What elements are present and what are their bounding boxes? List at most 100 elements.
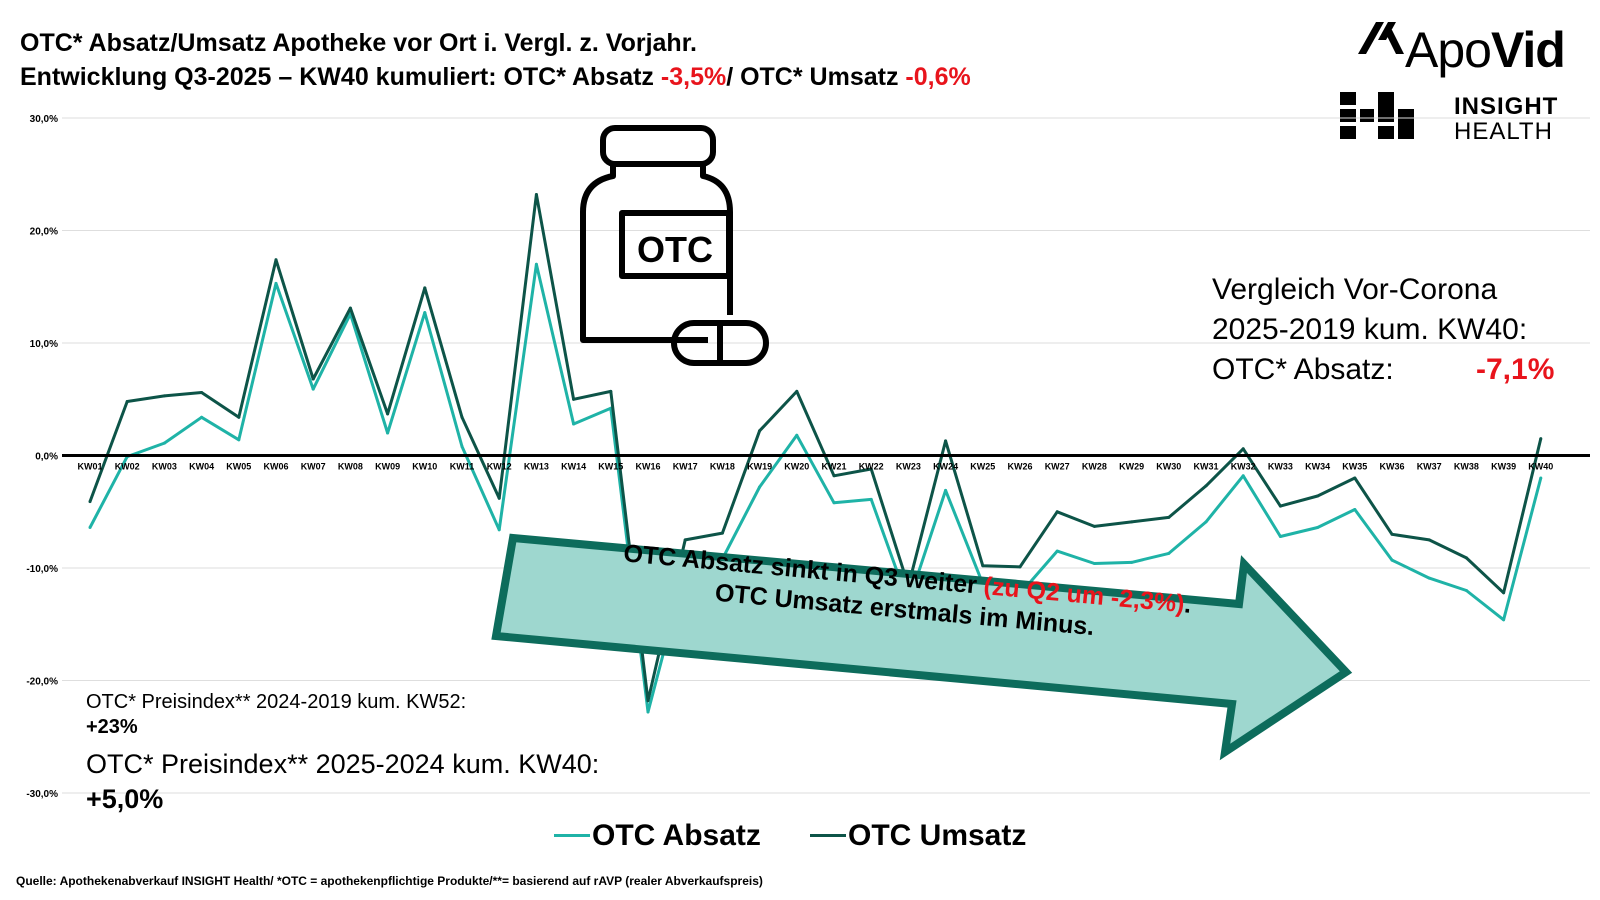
x-tick-label: KW04 [189,462,214,472]
data-point [832,474,836,478]
x-tick-label: KW24 [933,462,958,472]
x-tick-label: KW17 [673,462,698,472]
title-line-2: Entwicklung Q3-2025 – KW40 kumuliert: OT… [20,60,971,94]
x-tick-label: KW32 [1231,462,1256,472]
data-point [1502,591,1506,595]
data-point [348,306,352,310]
x-tick-label: KW21 [821,462,846,472]
x-tick-label: KW05 [226,462,251,472]
data-point [795,433,799,437]
data-point [162,394,166,398]
data-point [869,497,873,501]
series-line-absatz [88,262,1543,714]
data-point [1353,476,1357,480]
data-point [460,445,464,448]
y-axis-ticks: 30,0% 20,0% 10,0% 0,0% -10,0% -20,0% -30,0% [26,114,58,800]
y-tick-label: 0,0% [35,452,58,463]
data-point [720,531,724,535]
data-point [869,467,873,471]
data-point [423,311,427,315]
y-tick-label: 30,0% [30,114,58,125]
data-point [200,391,204,394]
data-point [200,415,204,419]
title-line-1: OTC* Absatz/Umsatz Apotheke vor Ort i. V… [20,29,698,57]
data-point [944,439,948,443]
apovid-logo-light: Apo [1405,22,1492,78]
insight-health-logo: INSIGHT HEALTH [1454,94,1558,144]
apovid-logo-bold: Vid [1490,22,1566,78]
data-point [1130,520,1134,524]
x-tick-label: KW33 [1268,462,1293,472]
x-tick-label: KW03 [152,462,177,472]
data-point [1353,508,1357,511]
data-point [1092,562,1096,565]
data-point [1241,474,1245,478]
x-tick-label: KW37 [1417,462,1442,472]
x-axis-ticks: KW01 KW02 KW03 KW04 KW05 KW06 KW07 KW08 KW09 KW10… [62,454,1590,472]
x-tick-label: KW26 [1007,462,1032,472]
data-point [1167,551,1171,555]
data-point [758,429,762,433]
data-point [497,496,501,500]
price-index-label-2024: OTC* Preisindex** 2024-2019 kum. KW52: [86,691,467,713]
data-point [1502,618,1506,622]
umsatz-change-value: -0,6% [905,63,971,91]
x-tick-label: KW10 [412,462,437,472]
data-point [683,538,687,542]
data-point [832,501,836,505]
data-point [1018,565,1022,569]
x-tick-label: KW35 [1342,462,1367,472]
comparison-line-1: Vergleich Vor-Corona [1212,273,1498,306]
y-tick-label: -20,0% [26,677,58,688]
x-tick-label: KW27 [1045,462,1070,472]
legend-umsatz-label: OTC Umsatz [848,819,1027,852]
x-tick-label: KW40 [1528,462,1553,472]
x-tick-label: KW13 [524,462,549,472]
x-tick-label: KW08 [338,462,363,472]
title-line-2-text-b: / OTC* Umsatz [726,63,906,91]
x-tick-label: KW28 [1082,462,1107,472]
data-point [125,400,129,403]
data-point [1278,504,1282,508]
x-tick-label: KW19 [747,462,772,472]
x-tick-label: KW16 [635,462,660,472]
series-lines [88,193,1543,714]
price-index-value-2025: +5,0% [86,784,164,814]
data-point [795,389,799,393]
data-point [646,710,650,714]
data-point [311,377,315,381]
data-point [1427,538,1431,542]
apovid-mark-icon [1358,22,1404,54]
data-point [609,389,613,393]
chart-title: OTC* Absatz/Umsatz Apotheke vor Ort i. V… [20,26,971,94]
trend-arrow-shape [491,533,1353,761]
data-point [1464,556,1468,560]
insight-label: INSIGHT [1454,93,1559,120]
x-tick-label: KW02 [115,462,140,472]
x-tick-label: KW23 [896,462,921,472]
insight-health-mark-icon [1340,92,1414,139]
data-point [1055,510,1059,514]
x-tick-label: KW34 [1305,462,1330,472]
data-point [1539,476,1543,480]
x-tick-label: KW15 [598,462,623,472]
y-tick-label: 20,0% [30,227,58,238]
x-tick-label: KW18 [710,462,735,472]
data-point [237,415,241,419]
data-point [1390,532,1394,536]
legend-umsatz-swatch [810,833,846,837]
x-tick-label: KW22 [859,462,884,472]
data-point [572,422,576,426]
data-point [1316,494,1320,498]
data-point [311,387,315,391]
x-tick-label: KW12 [487,462,512,472]
y-tick-label: -10,0% [26,564,58,575]
health-label: HEALTH [1454,118,1553,145]
title-line-2-text: Entwicklung Q3-2025 – KW40 kumuliert: OT… [20,63,661,91]
data-point [1055,549,1059,553]
apovid-logo: ApoVid [1405,22,1566,78]
legend-absatz: OTC Absatz [554,818,761,854]
data-point [88,500,92,504]
pre-corona-comparison: Vergleich Vor-Corona 2025-2019 kum. KW40… [1212,270,1554,390]
